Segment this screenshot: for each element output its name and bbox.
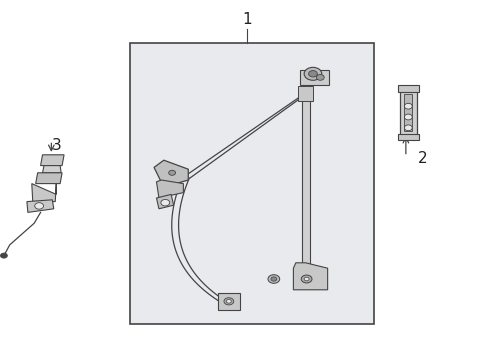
Circle shape bbox=[404, 125, 411, 131]
Bar bbox=[298, 86, 312, 101]
Bar bbox=[129, 43, 373, 324]
Circle shape bbox=[226, 300, 231, 303]
Polygon shape bbox=[42, 166, 61, 173]
Bar bbox=[404, 94, 411, 131]
Circle shape bbox=[301, 275, 311, 283]
Polygon shape bbox=[27, 200, 54, 212]
Polygon shape bbox=[156, 180, 183, 198]
Polygon shape bbox=[41, 155, 64, 166]
Circle shape bbox=[304, 67, 321, 80]
Bar bbox=[397, 134, 418, 140]
Polygon shape bbox=[154, 160, 188, 187]
Polygon shape bbox=[156, 194, 173, 209]
Bar bbox=[218, 293, 239, 310]
Bar bbox=[397, 85, 418, 92]
Circle shape bbox=[316, 75, 324, 80]
Circle shape bbox=[35, 203, 43, 209]
Circle shape bbox=[224, 298, 233, 305]
Circle shape bbox=[404, 103, 411, 109]
Circle shape bbox=[308, 71, 317, 77]
Bar bbox=[299, 70, 328, 85]
Circle shape bbox=[161, 199, 169, 206]
Text: 1: 1 bbox=[242, 12, 251, 27]
Circle shape bbox=[267, 275, 279, 283]
Circle shape bbox=[168, 170, 175, 175]
Polygon shape bbox=[32, 184, 56, 202]
Polygon shape bbox=[293, 263, 327, 290]
Polygon shape bbox=[36, 173, 62, 184]
Bar bbox=[399, 88, 416, 137]
Circle shape bbox=[0, 253, 7, 258]
Bar bbox=[301, 83, 309, 281]
Text: 2: 2 bbox=[417, 151, 427, 166]
Circle shape bbox=[304, 277, 308, 281]
Circle shape bbox=[270, 277, 276, 281]
Circle shape bbox=[404, 114, 411, 120]
Text: 3: 3 bbox=[51, 138, 61, 153]
